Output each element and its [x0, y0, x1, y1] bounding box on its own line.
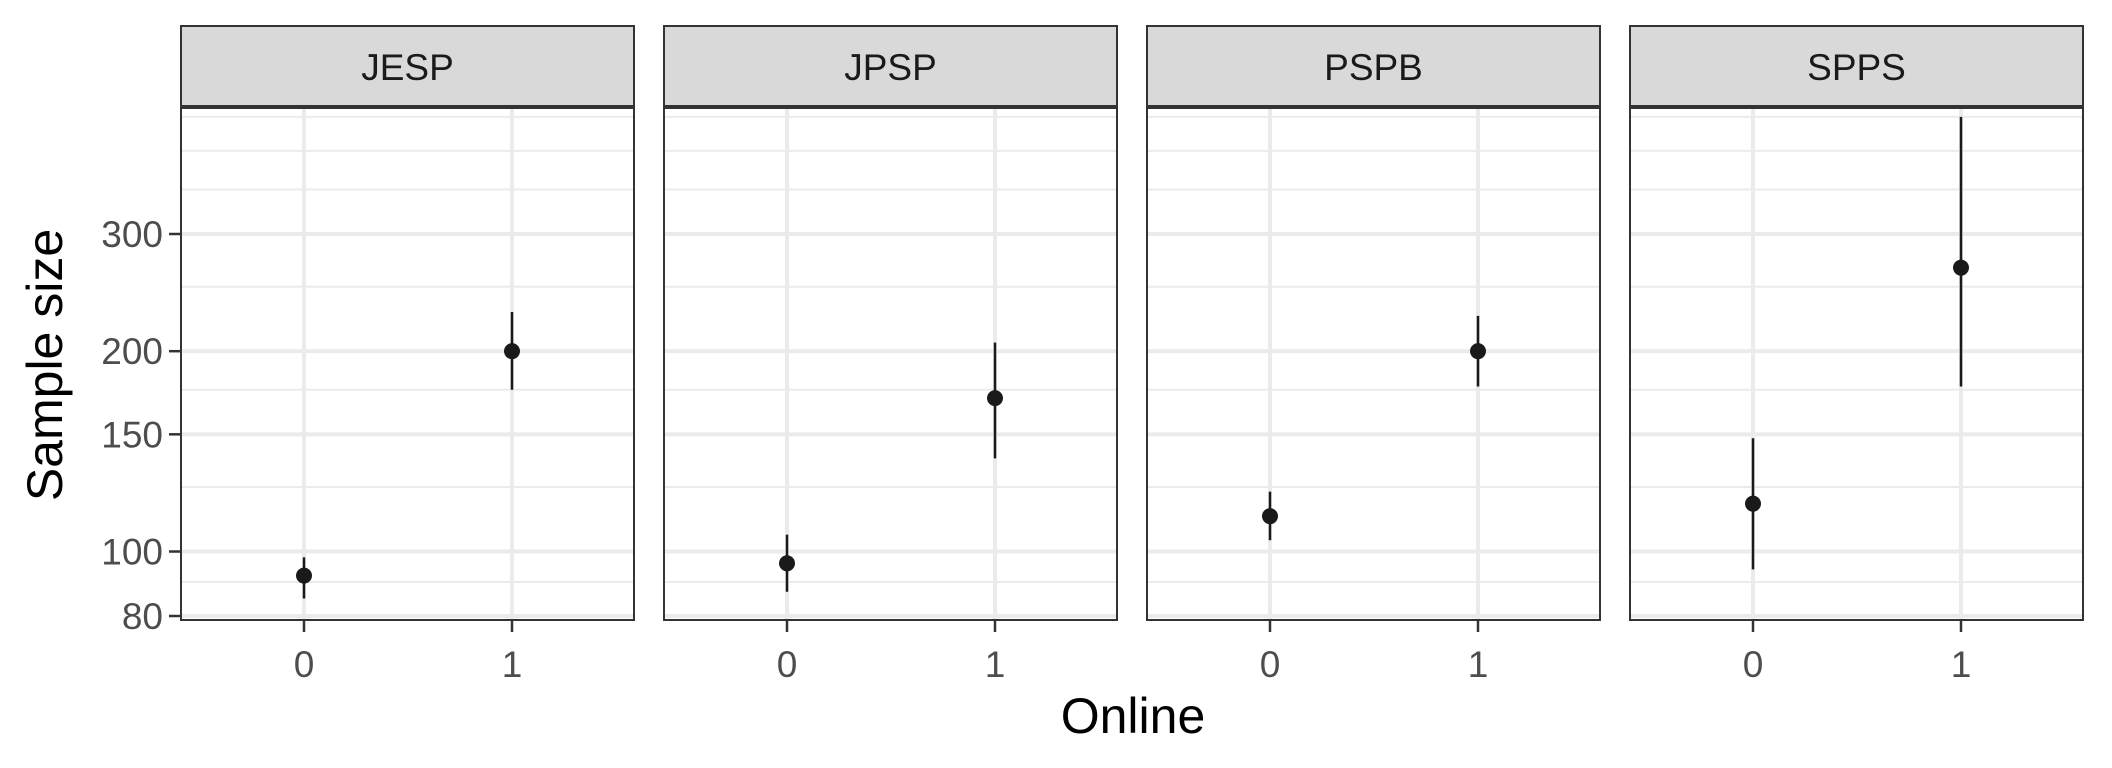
data-point — [1745, 495, 1761, 512]
y-tick-label: 150 — [101, 414, 163, 455]
panel-background — [1630, 107, 2083, 620]
y-tick-label: 80 — [122, 596, 163, 637]
panel-background — [664, 107, 1117, 620]
y-tick-label: 200 — [101, 331, 163, 372]
x-axis-title: Online — [1061, 688, 1206, 744]
data-point — [504, 343, 520, 360]
facet-strip — [1629, 25, 2084, 108]
facet-label: SPPS — [1807, 47, 1906, 88]
panel-background — [181, 107, 634, 620]
x-tick-label: 0 — [1743, 644, 1764, 685]
facet-pspb: PSPB 0 1 — [1146, 25, 1601, 685]
x-tick-label: 1 — [1951, 644, 1972, 685]
panel-background — [1147, 107, 1600, 620]
x-tick-label: 1 — [1468, 644, 1489, 685]
data-point — [987, 390, 1003, 407]
y-axis: 80 100 150 200 300 — [101, 214, 181, 637]
facet-jesp: JESP 0 1 — [180, 25, 635, 685]
data-point — [779, 555, 795, 572]
facet-label: JESP — [361, 47, 454, 88]
x-tick-label: 1 — [985, 644, 1006, 685]
facet-label: PSPB — [1324, 47, 1423, 88]
facet-jpsp: JPSP 0 1 — [663, 25, 1118, 685]
facet-panels: JESP 0 1 JPSP 0 1 PSPB 0 1 SPPS 0 1 — [180, 25, 2084, 685]
x-tick-label: 1 — [502, 644, 523, 685]
x-tick-label: 0 — [294, 644, 315, 685]
x-tick-label: 0 — [777, 644, 798, 685]
facet-spps: SPPS 0 1 — [1629, 25, 2084, 685]
y-axis-title: Sample size — [17, 229, 73, 501]
x-tick-label: 0 — [1260, 644, 1281, 685]
data-point — [1470, 343, 1486, 360]
data-point — [1953, 259, 1969, 276]
data-point — [296, 567, 312, 584]
data-point — [1262, 508, 1278, 525]
facet-strip — [1146, 25, 1601, 108]
facet-label: JPSP — [844, 47, 937, 88]
y-tick-label: 300 — [101, 214, 163, 255]
y-tick-label: 100 — [101, 532, 163, 573]
facet-strip — [663, 25, 1118, 108]
